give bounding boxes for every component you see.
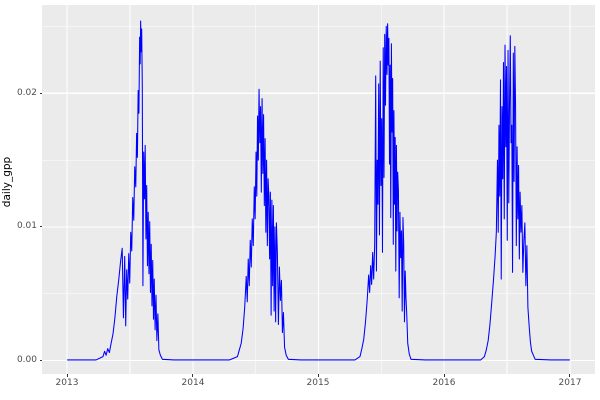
x-axis-tick-mark [192, 374, 194, 377]
x-tick-label-2017: 2017 [558, 378, 582, 388]
y-tick-label-0.02: 0.02 [16, 88, 37, 98]
x-axis-tick-mark [443, 374, 445, 377]
y-axis-tick-mark [39, 226, 42, 228]
y-axis-tick-mark [39, 360, 42, 362]
y-axis-tick-mark [39, 92, 42, 94]
plot-panel [42, 5, 595, 374]
chart-canvas [42, 5, 595, 374]
series-line-daily_gpp [67, 20, 570, 361]
x-axis-tick-mark [569, 374, 571, 377]
y-axis-title: daily_gpp [1, 156, 13, 208]
x-axis-tick-mark [318, 374, 319, 377]
x-tick-label-2013: 2013 [55, 378, 79, 388]
y-tick-label-0.01: 0.01 [16, 221, 37, 231]
x-tick-label-2015: 2015 [306, 378, 330, 388]
y-tick-label-0.00: 0.00 [16, 355, 37, 365]
x-tick-label-2014: 2014 [181, 378, 205, 388]
x-axis-tick-mark [66, 374, 68, 377]
x-tick-label-2016: 2016 [432, 378, 456, 388]
